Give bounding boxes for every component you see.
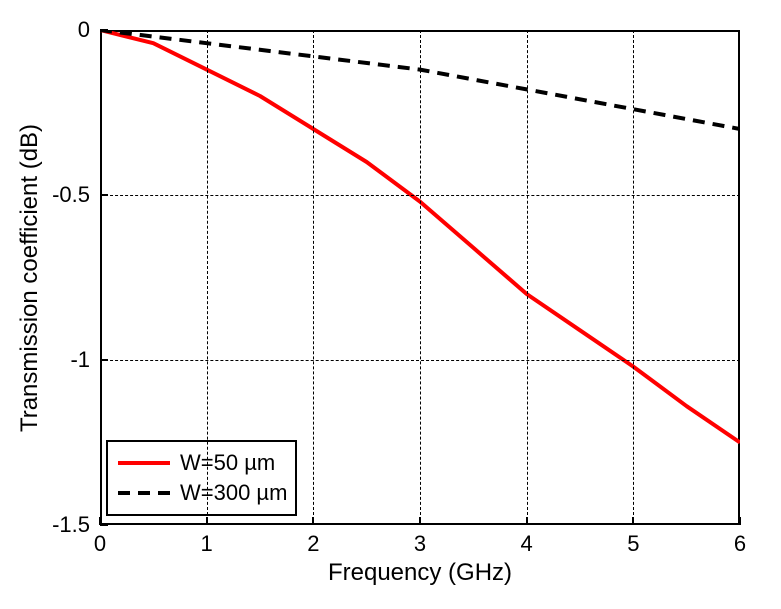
y-tick-label: 0 bbox=[78, 17, 90, 43]
x-tick-label: 0 bbox=[94, 531, 106, 557]
legend-swatch bbox=[116, 481, 172, 505]
x-axis-label: Frequency (GHz) bbox=[328, 559, 512, 587]
x-tick-label: 4 bbox=[521, 531, 533, 557]
x-tick-mark bbox=[206, 517, 208, 525]
legend-label: W=50 µm bbox=[180, 450, 275, 476]
y-tick-mark bbox=[100, 359, 108, 361]
grid-line-vertical bbox=[313, 30, 314, 525]
x-tick-label: 1 bbox=[201, 531, 213, 557]
x-tick-mark bbox=[419, 517, 421, 525]
grid-line-horizontal bbox=[100, 195, 740, 196]
x-tick-mark bbox=[632, 517, 634, 525]
y-tick-mark bbox=[100, 524, 108, 526]
x-tick-mark bbox=[526, 517, 528, 525]
x-tick-label: 5 bbox=[627, 531, 639, 557]
grid-line-vertical bbox=[527, 30, 528, 525]
grid-line-vertical bbox=[207, 30, 208, 525]
x-tick-label: 2 bbox=[307, 531, 319, 557]
y-tick-mark bbox=[100, 29, 108, 31]
y-tick-label: -0.5 bbox=[52, 182, 90, 208]
legend: W=50 µm W=300 µm bbox=[106, 440, 297, 516]
y-tick-mark bbox=[100, 194, 108, 196]
y-axis-label: Transmission coefficient (dB) bbox=[16, 123, 44, 431]
legend-entry: W=300 µm bbox=[116, 478, 287, 508]
grid-line-vertical bbox=[633, 30, 634, 525]
y-tick-label: -1.5 bbox=[52, 512, 90, 538]
grid-line-horizontal bbox=[100, 360, 740, 361]
legend-entry: W=50 µm bbox=[116, 448, 287, 478]
x-tick-mark bbox=[739, 517, 741, 525]
lines-layer bbox=[0, 0, 781, 609]
legend-label: W=300 µm bbox=[180, 480, 287, 506]
grid-line-vertical bbox=[420, 30, 421, 525]
x-tick-label: 6 bbox=[734, 531, 746, 557]
legend-swatch bbox=[116, 451, 172, 475]
x-tick-label: 3 bbox=[414, 531, 426, 557]
y-tick-label: -1 bbox=[70, 347, 90, 373]
x-tick-mark bbox=[312, 517, 314, 525]
figure: Frequency (GHz) Transmission coefficient… bbox=[0, 0, 781, 609]
